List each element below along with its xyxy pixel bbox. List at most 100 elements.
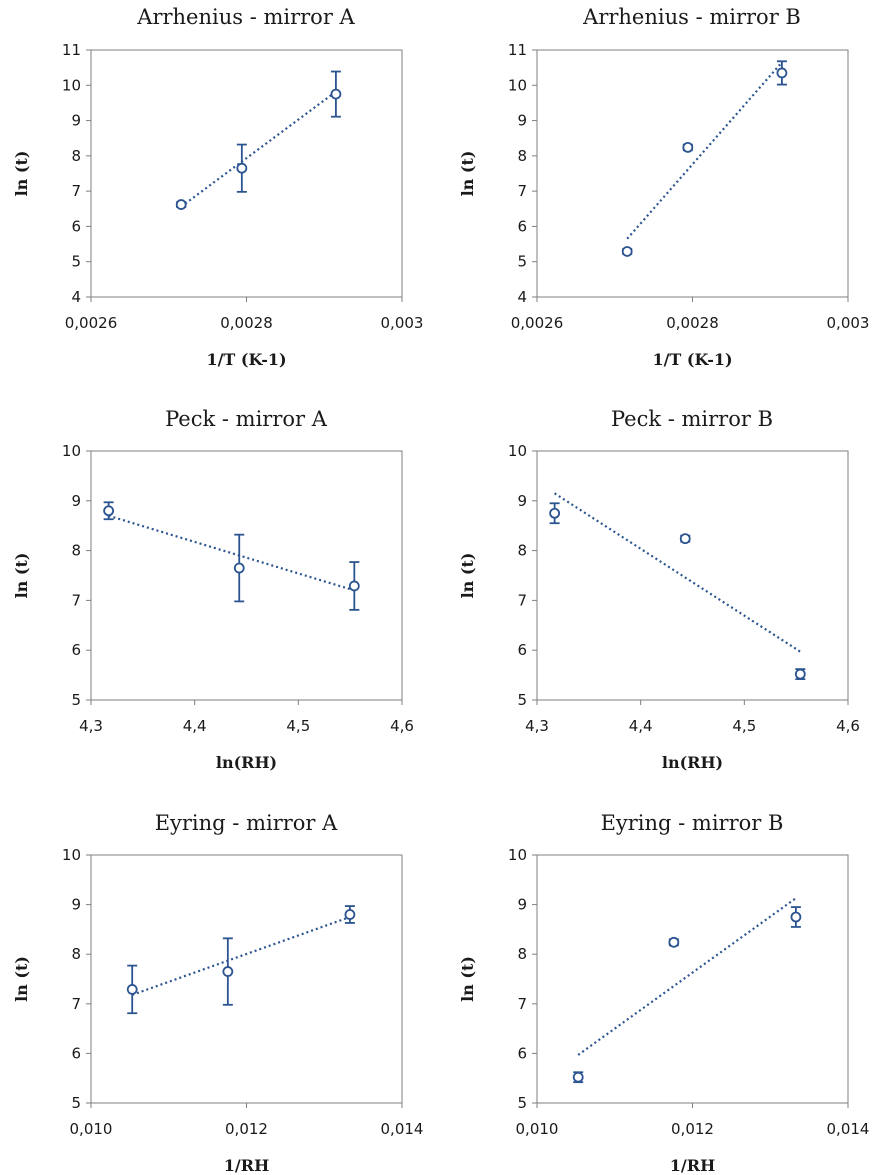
y-tick-label: 10 bbox=[62, 846, 81, 864]
y-tick-label: 4 bbox=[71, 288, 81, 306]
data-point bbox=[348, 580, 360, 592]
y-axis-label: ln (t) bbox=[12, 553, 31, 599]
x-tick-label: 4,6 bbox=[390, 717, 414, 735]
chart-arrhenius-b: Arrhenius - mirror B 4 5 6 7 8 9 10 11 0,0026 0,00… bbox=[458, 5, 869, 369]
data-point bbox=[794, 668, 806, 680]
trendline bbox=[577, 897, 797, 1056]
x-tick-label: 0,012 bbox=[225, 1120, 268, 1138]
y-tick-label: 9 bbox=[517, 492, 527, 510]
x-tick-label: 0,014 bbox=[381, 1120, 424, 1138]
y-tick-label: 5 bbox=[71, 691, 81, 709]
y-tick-label: 8 bbox=[71, 542, 81, 560]
plot-area bbox=[536, 450, 849, 701]
trendline bbox=[554, 492, 801, 653]
x-tick-label: 0,003 bbox=[827, 314, 870, 332]
chart-title: Eyring - mirror B bbox=[601, 811, 784, 835]
y-tick-label: 5 bbox=[517, 253, 527, 271]
data-point bbox=[682, 141, 694, 153]
chart-title: Peck - mirror A bbox=[165, 407, 328, 431]
y-tick-label: 6 bbox=[71, 217, 81, 235]
data-point bbox=[344, 909, 356, 920]
y-tick-label: 9 bbox=[71, 112, 81, 130]
chart-peck-a: Peck - mirror A 5 6 7 8 9 10 4,3 4,4 4,5 4,6 ln(RH)… bbox=[12, 407, 414, 772]
y-tick-label: 8 bbox=[517, 542, 527, 560]
y-tick-label: 10 bbox=[508, 76, 527, 94]
y-tick-label: 7 bbox=[71, 182, 81, 200]
y-tick-label: 5 bbox=[517, 691, 527, 709]
chart-eyring-a: Eyring - mirror A 5 6 7 8 9 10 0,010 0,012 0,014 1… bbox=[12, 811, 423, 1175]
x-tick-label: 4,4 bbox=[629, 717, 653, 735]
chart-arrhenius-a: Arrhenius - mirror A 4 5 6 7 8 9 10 11 0,0026 0,00… bbox=[12, 5, 423, 369]
y-tick-label: 5 bbox=[517, 1094, 527, 1112]
y-tick-label: 9 bbox=[71, 896, 81, 914]
y-tick-label: 5 bbox=[71, 253, 81, 271]
y-axis-label: ln (t) bbox=[12, 151, 31, 197]
data-point bbox=[126, 984, 138, 995]
x-tick-label: 0,010 bbox=[516, 1120, 559, 1138]
trendline bbox=[108, 514, 355, 592]
x-axis-label: 1/T (K-1) bbox=[206, 350, 286, 369]
y-tick-label: 7 bbox=[71, 995, 81, 1013]
data-point bbox=[236, 162, 248, 174]
y-tick-label: 9 bbox=[517, 896, 527, 914]
y-tick-label: 4 bbox=[517, 288, 527, 306]
y-tick-label: 11 bbox=[62, 41, 81, 59]
y-tick-label: 10 bbox=[62, 76, 81, 94]
x-tick-label: 4,5 bbox=[286, 717, 310, 735]
plot-area bbox=[536, 854, 849, 1104]
y-tick-label: 9 bbox=[517, 112, 527, 130]
data-point bbox=[549, 507, 561, 519]
x-axis-label: 1/RH bbox=[670, 1156, 715, 1175]
trendline bbox=[131, 915, 351, 996]
x-tick-label: 4,5 bbox=[732, 717, 756, 735]
x-tick-label: 4,6 bbox=[836, 717, 860, 735]
chart-title: Peck - mirror B bbox=[611, 407, 773, 431]
x-axis-label: 1/RH bbox=[224, 1156, 269, 1175]
y-tick-label: 9 bbox=[71, 492, 81, 510]
y-tick-label: 8 bbox=[71, 147, 81, 165]
data-point bbox=[222, 966, 234, 977]
x-tick-label: 4,3 bbox=[79, 717, 103, 735]
x-axis-label: 1/T (K-1) bbox=[652, 350, 732, 369]
x-tick-label: 4,4 bbox=[183, 717, 207, 735]
y-axis-label: ln (t) bbox=[12, 956, 31, 1002]
chart-title: Eyring - mirror A bbox=[155, 811, 338, 835]
data-point bbox=[330, 88, 342, 100]
y-tick-label: 7 bbox=[71, 591, 81, 609]
x-tick-label: 0,0026 bbox=[65, 314, 118, 332]
data-point bbox=[790, 911, 802, 923]
x-tick-label: 0,003 bbox=[381, 314, 424, 332]
plot-area bbox=[90, 49, 403, 298]
chart-peck-b: Peck - mirror B 5 6 7 8 9 10 4,3 4,4 4,5 4,6 ln(RH)… bbox=[458, 407, 860, 772]
x-tick-label: 4,3 bbox=[525, 717, 549, 735]
y-tick-label: 6 bbox=[71, 1044, 81, 1062]
x-tick-label: 0,0028 bbox=[666, 314, 719, 332]
x-tick-label: 0,0026 bbox=[511, 314, 564, 332]
y-tick-label: 8 bbox=[517, 147, 527, 165]
plot-area bbox=[536, 49, 849, 298]
y-tick-label: 7 bbox=[517, 182, 527, 200]
y-axis-label: ln (t) bbox=[458, 151, 477, 197]
chart-title: Arrhenius - mirror B bbox=[582, 5, 801, 29]
x-axis-label: ln(RH) bbox=[216, 753, 277, 772]
data-point bbox=[668, 936, 680, 948]
plot-area bbox=[90, 854, 403, 1104]
data-point bbox=[103, 505, 115, 517]
trendline bbox=[180, 90, 337, 208]
data-point bbox=[233, 562, 245, 574]
chart-title: Arrhenius - mirror A bbox=[136, 5, 355, 29]
y-tick-label: 6 bbox=[71, 641, 81, 659]
y-tick-label: 7 bbox=[517, 591, 527, 609]
y-tick-label: 7 bbox=[517, 995, 527, 1013]
y-axis-label: ln (t) bbox=[458, 956, 477, 1002]
y-tick-label: 10 bbox=[62, 442, 81, 460]
y-tick-label: 8 bbox=[517, 945, 527, 963]
x-tick-label: 0,010 bbox=[70, 1120, 113, 1138]
y-tick-label: 10 bbox=[508, 846, 527, 864]
data-point bbox=[175, 199, 187, 210]
data-point bbox=[621, 246, 633, 257]
y-tick-label: 11 bbox=[508, 41, 527, 59]
x-axis-label: ln(RH) bbox=[662, 753, 723, 772]
y-tick-label: 8 bbox=[71, 945, 81, 963]
plot-area bbox=[90, 450, 403, 701]
